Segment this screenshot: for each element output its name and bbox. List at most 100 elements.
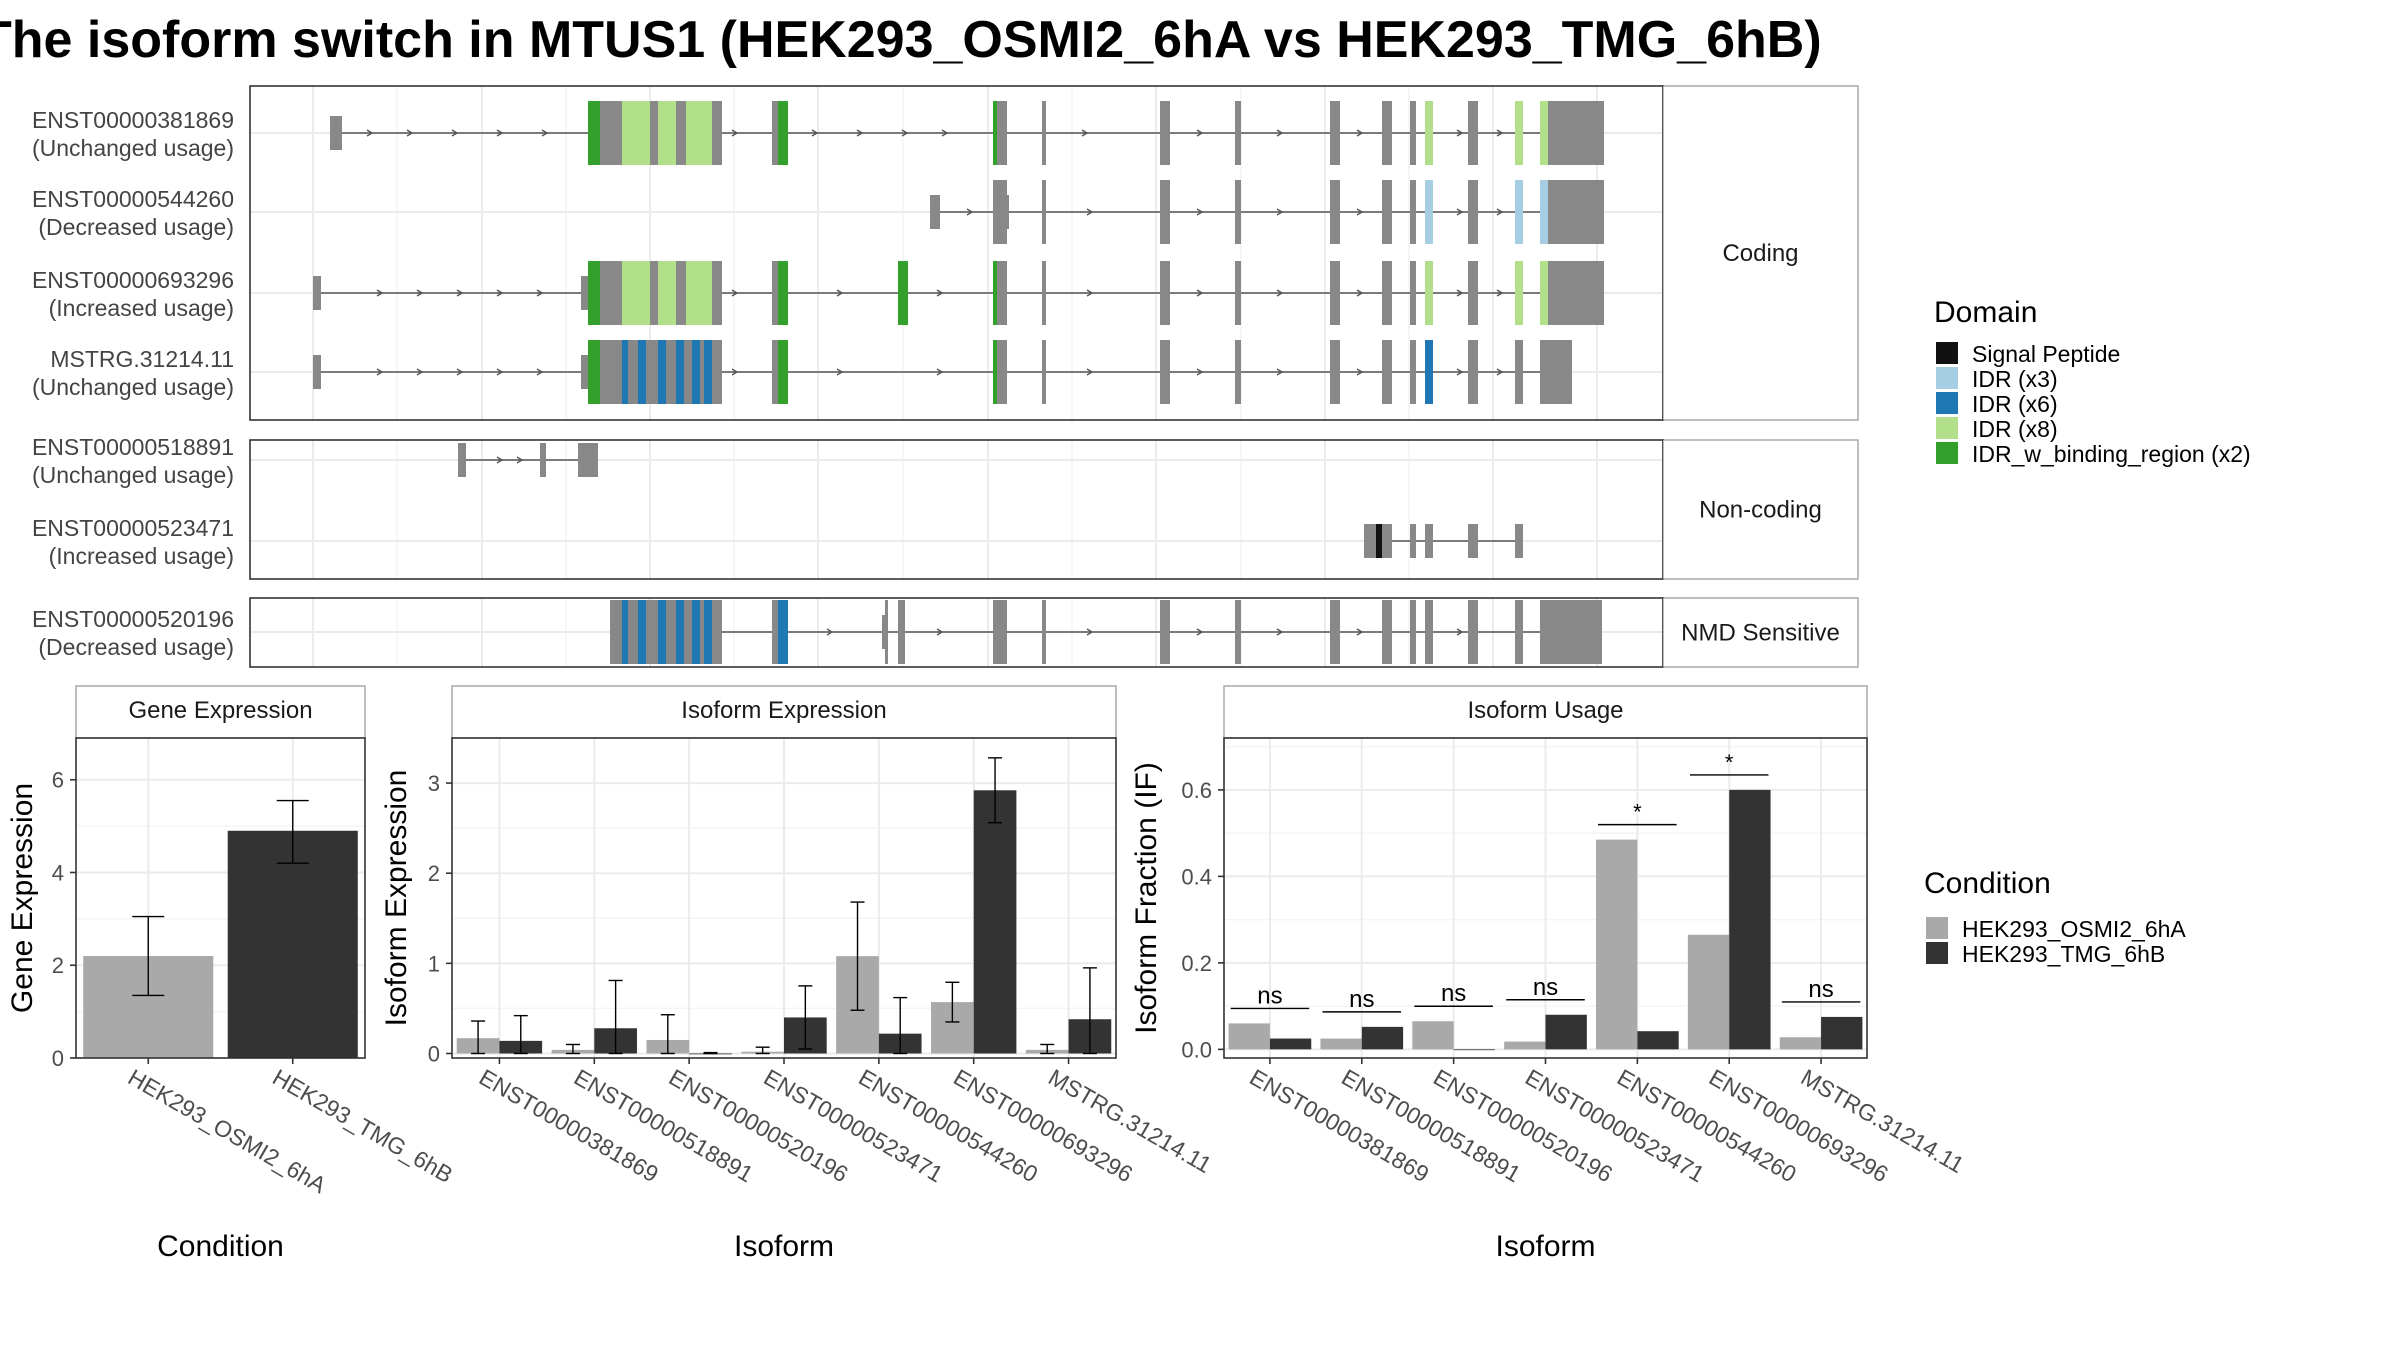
strand-arrow-mark [836, 368, 844, 376]
exon-block [772, 261, 778, 325]
exon-block [997, 340, 1007, 404]
usage-label: (Increased usage) [49, 543, 234, 569]
exon-block [1468, 180, 1478, 244]
strand-arrow-mark [1356, 208, 1364, 216]
transcript-ENST00000520196 [610, 600, 1602, 664]
x-tick-label: ENST00000544260 [854, 1064, 1042, 1188]
transcript-ENST00000381869 [330, 101, 1604, 165]
exon-block [1160, 180, 1170, 244]
strand-arrow-mark [1196, 208, 1204, 216]
bar [227, 830, 358, 1058]
strand-arrow-mark [1196, 628, 1204, 636]
exon-block [330, 116, 342, 150]
exon-block [1515, 524, 1523, 558]
strand-arrow-mark [1496, 129, 1504, 137]
legend-item-label: Signal Peptide [1972, 341, 2120, 367]
structure-group-coding: Coding [249, 85, 1859, 421]
domain-block-idr-x8 [1425, 261, 1433, 325]
legend-key-swatch [1936, 342, 1958, 364]
exon-block [1382, 180, 1392, 244]
transcript-MSTRG.31214.11 [313, 340, 1572, 404]
strand-arrow-mark [1356, 129, 1364, 137]
legend-item-label: HEK293_TMG_6hB [1962, 941, 2165, 967]
strand-arrow-mark [1196, 129, 1204, 137]
significance-label: * [1725, 750, 1734, 775]
exon-block [1160, 101, 1170, 165]
domain-block-idr-x8 [686, 261, 704, 325]
strand-arrow-mark [1356, 368, 1364, 376]
exon-block [1410, 261, 1416, 325]
x-axis-title: Isoform [734, 1230, 834, 1263]
domain-block-idr-x8 [622, 261, 650, 325]
exon-block [1235, 261, 1241, 325]
isoform-expression-chart: Isoform ExpressionENST00000381869ENST000… [380, 685, 1216, 1263]
legend-item-label: IDR (x6) [1972, 391, 2058, 417]
domain-block-idr-binding [778, 340, 788, 404]
facet-strip [1662, 597, 1859, 668]
exon-block [1235, 101, 1241, 165]
exon-block [458, 443, 466, 477]
significance-label: ns [1808, 976, 1833, 1003]
strand-arrow-mark [541, 129, 549, 137]
strand-arrow-mark [1456, 628, 1464, 636]
transcript-label: ENST00000693296 [32, 267, 234, 293]
strand-arrow-mark [406, 129, 414, 137]
chart-title-strip [451, 685, 1117, 739]
exon-block [1235, 600, 1241, 664]
domain-block-idr-x3 [1515, 180, 1523, 244]
x-tick-label: ENST00000518891 [570, 1064, 758, 1188]
exon-block [882, 615, 885, 649]
facet-strip [1662, 439, 1859, 580]
exon-block [1160, 261, 1170, 325]
exon-block [1562, 180, 1604, 244]
strand-arrow-mark [1086, 628, 1094, 636]
exon-block [885, 600, 888, 664]
transcript-ENST00000518891 [458, 443, 598, 477]
domain-block-idr-binding [993, 261, 997, 325]
strand-arrow-mark [941, 129, 949, 137]
exon-block [646, 340, 658, 404]
bar [1453, 1049, 1495, 1051]
domain-block-signal-peptide [1376, 524, 1382, 558]
bar [1729, 789, 1771, 1050]
strand-arrow-mark [966, 208, 974, 216]
y-tick-label: 0.6 [1181, 778, 1212, 803]
legend-key-swatch [1936, 392, 1958, 414]
transcript-label: ENST00000523471 [32, 515, 234, 541]
strand-arrow-mark [496, 456, 504, 464]
x-tick-label: ENST00000523471 [760, 1064, 948, 1188]
exon-block [1468, 524, 1478, 558]
exon-block [628, 340, 638, 404]
strand-arrow-mark [416, 368, 424, 376]
strand-arrow-mark [901, 129, 909, 137]
y-tick-label: 2 [52, 953, 64, 978]
domain-block-idr-x6 [638, 340, 646, 404]
strand-arrow-mark [731, 129, 739, 137]
legend-item-label: HEK293_OSMI2_6hA [1962, 916, 2186, 942]
bar [1269, 1038, 1312, 1050]
significance-label: ns [1349, 986, 1374, 1013]
exon-block [666, 600, 676, 664]
domain-block-idr-x6 [1425, 340, 1433, 404]
exon-block [1425, 600, 1433, 664]
domain-block-idr-x8 [704, 261, 712, 325]
domain-block-idr-binding [588, 340, 600, 404]
domain-block-idr-x6 [704, 600, 712, 664]
strand-arrow-mark [1356, 628, 1364, 636]
exon-block [628, 600, 638, 664]
isoform-usage-chart: Isoform UsagensENST00000381869nsENST0000… [1130, 685, 1969, 1263]
exon-block [898, 600, 905, 664]
domain-block-idr-binding [588, 261, 600, 325]
exon-block [1540, 600, 1552, 664]
legend-key-swatch [1926, 942, 1948, 964]
exon-block [712, 101, 722, 165]
usage-label: (Increased usage) [49, 295, 234, 321]
domain-block-idr-x8 [704, 101, 712, 165]
strand-arrow-mark [376, 289, 384, 297]
domain-block-idr-x8 [658, 101, 676, 165]
y-tick-label: 1 [428, 951, 440, 976]
domain-block-idr-x8 [1425, 101, 1433, 165]
